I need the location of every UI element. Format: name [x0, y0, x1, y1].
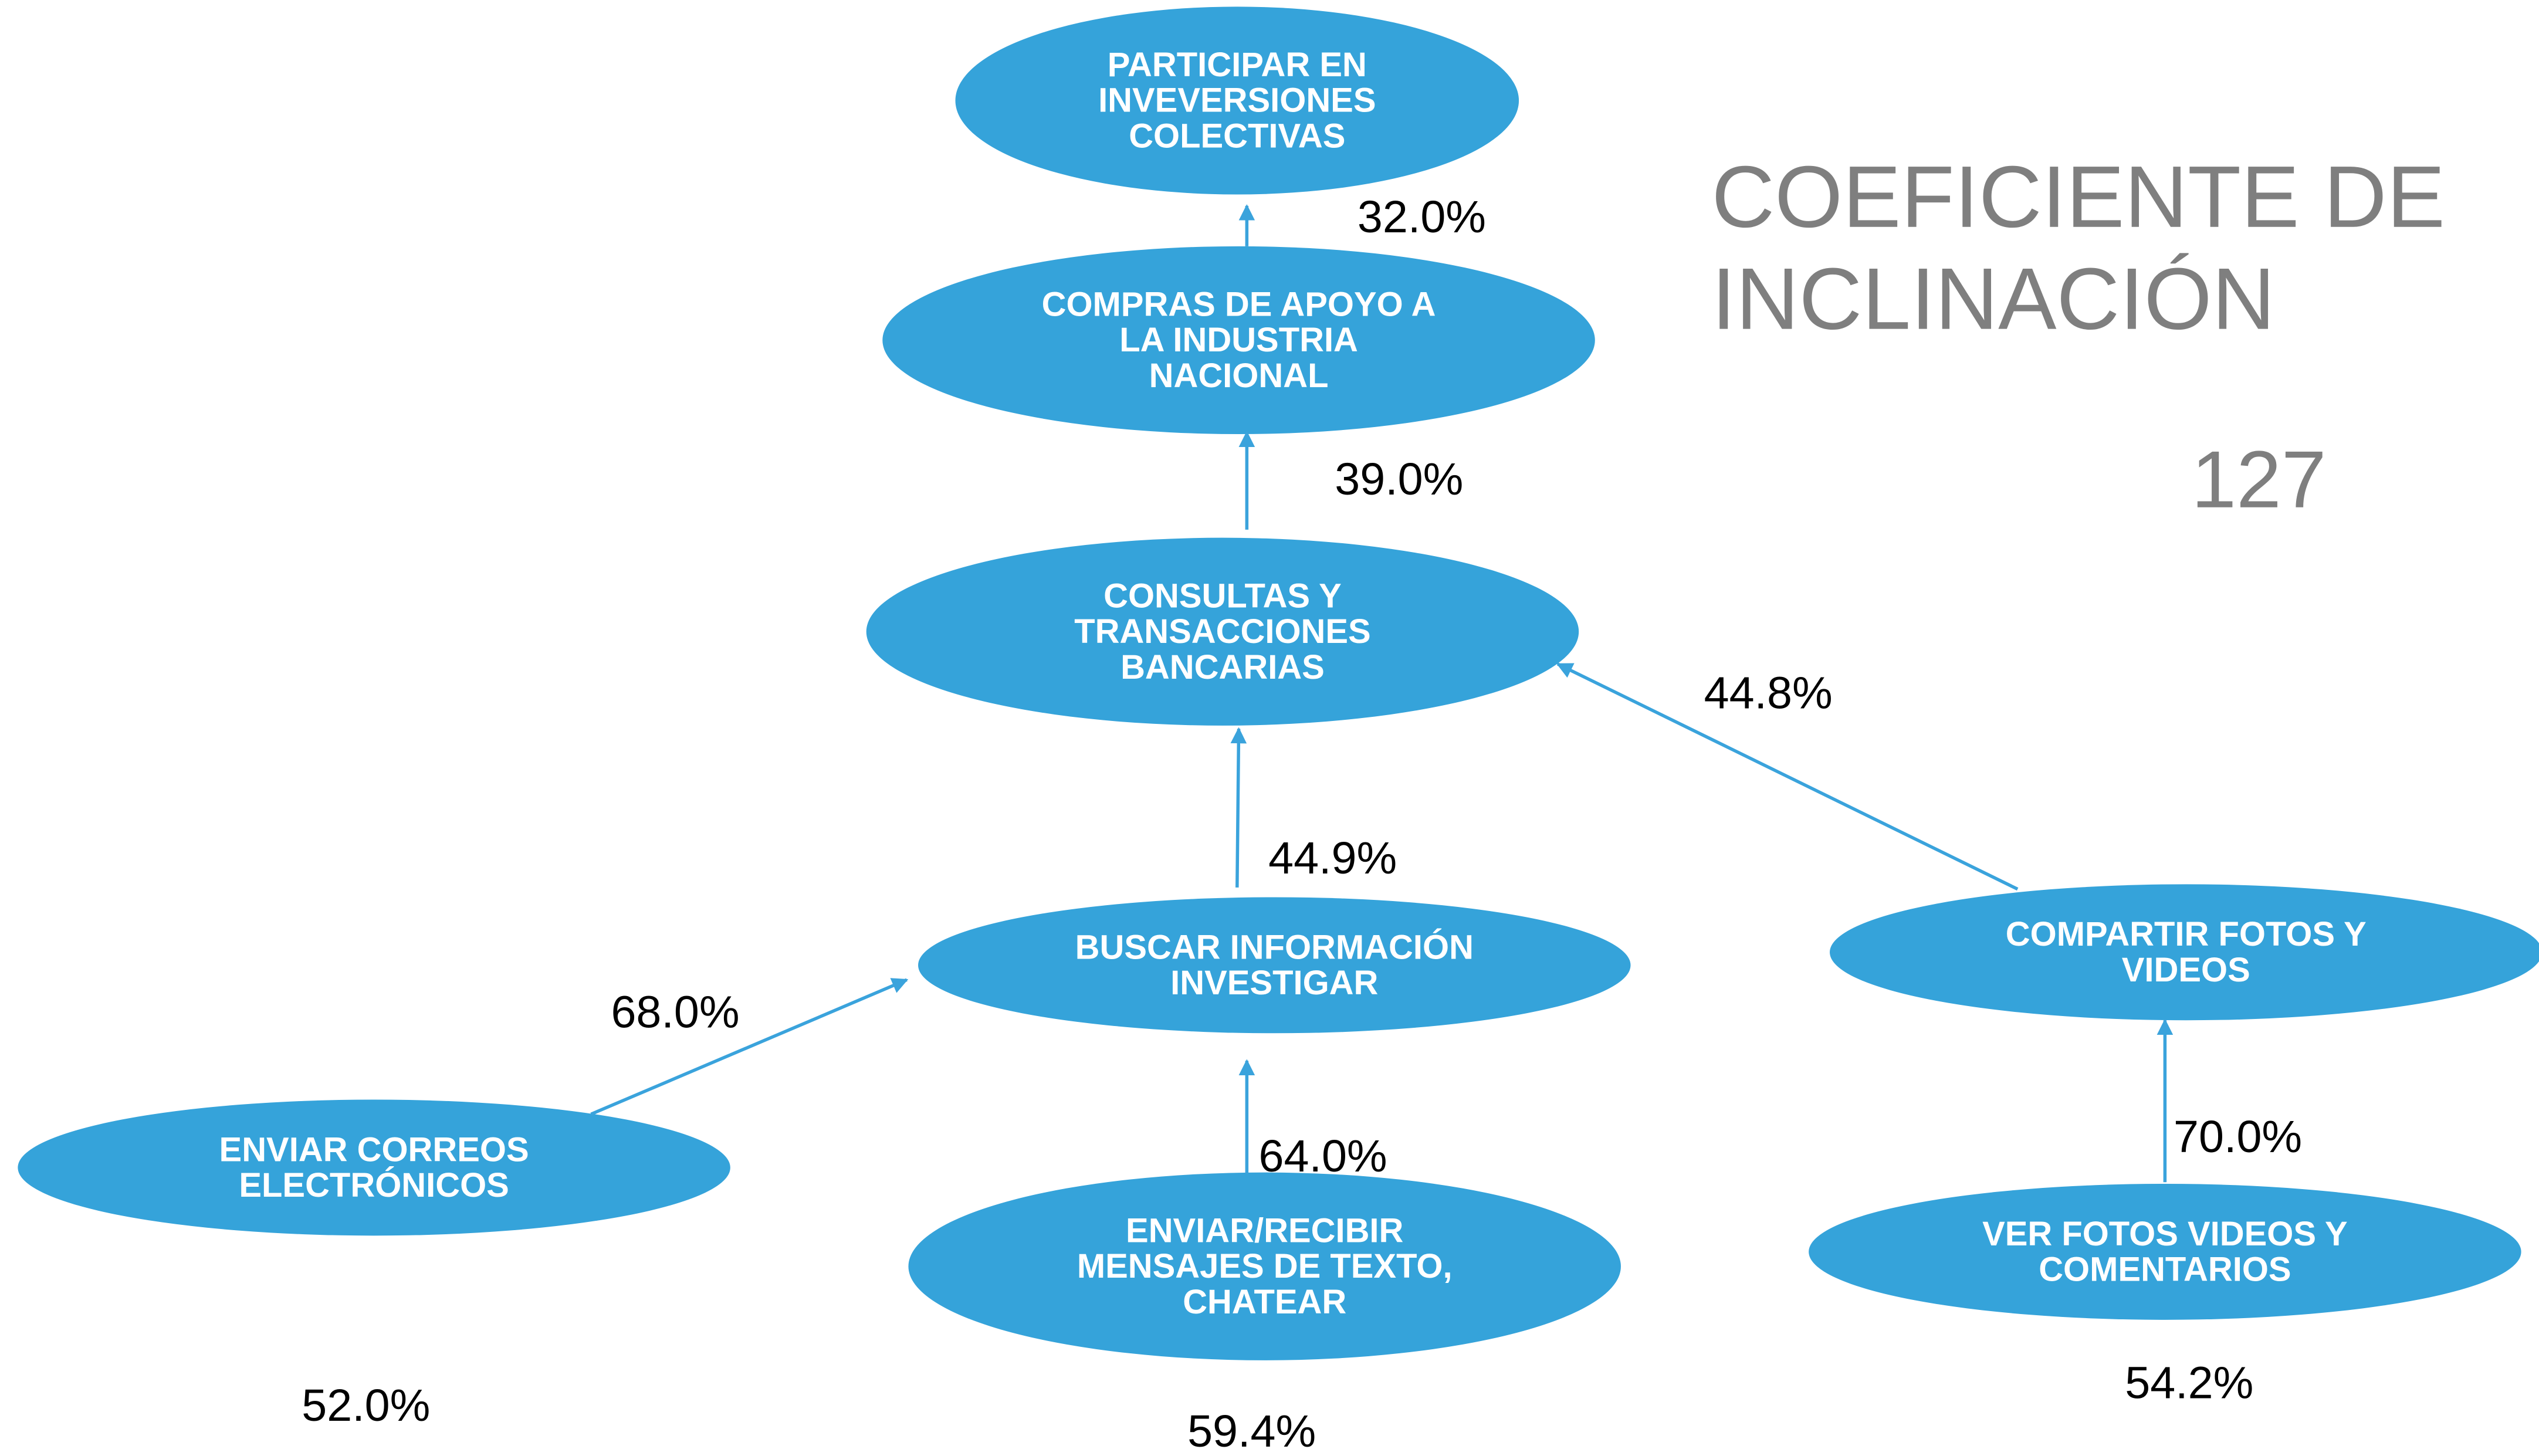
edge-label: 39.0% [1335, 454, 1463, 504]
node [1830, 884, 2539, 1021]
node-label: CHATEAR [1183, 1284, 1346, 1321]
node [1809, 1183, 2521, 1320]
node-label: BUSCAR INFORMACIÓN [1075, 929, 1474, 966]
edge-label: 68.0% [611, 987, 739, 1037]
node-label: VER FOTOS VIDEOS Y [1982, 1215, 2348, 1253]
node-percent: 52.0% [302, 1380, 430, 1431]
edge-label: 44.9% [1268, 833, 1397, 883]
edge [590, 978, 909, 1116]
node-label: INVESTIGAR [1170, 964, 1378, 1002]
node [882, 246, 1595, 435]
node-label: INVEVERSIONES [1098, 82, 1376, 120]
title-line: COEFICIENTE DE [1712, 148, 2445, 246]
node-label: LA INDUSTRIA [1119, 321, 1358, 359]
node-label: NACIONAL [1149, 357, 1329, 395]
coefficient-value: 127 [2191, 435, 2326, 525]
node [18, 1099, 730, 1236]
edge [1556, 662, 2019, 891]
node-label: ENVIAR/RECIBIR [1126, 1212, 1403, 1250]
node [908, 1172, 1621, 1360]
node-label: COMPRAS DE APOYO A [1042, 286, 1436, 324]
edge-label: 70.0% [2174, 1112, 2302, 1162]
node-label: PARTICIPAR EN [1108, 46, 1367, 84]
node-label: ENVIAR CORREOS [219, 1131, 529, 1169]
node-label: COMPARTIR FOTOS Y [2006, 916, 2367, 953]
node-label: MENSAJES DE TEXTO, [1077, 1248, 1453, 1285]
node-label: COMENTARIOS [2039, 1251, 2291, 1289]
node-label: VIDEOS [2122, 952, 2250, 989]
node-label: COLECTIVAS [1129, 117, 1345, 155]
edge-label: 64.0% [1259, 1131, 1387, 1181]
node-label: TRANSACCIONES [1074, 613, 1371, 651]
node-percent: 59.4% [1187, 1406, 1316, 1456]
node-label: ELECTRÓNICOS [239, 1167, 509, 1204]
title-line: INCLINACIÓN [1712, 250, 2276, 348]
edge-label: 44.8% [1704, 668, 1833, 719]
node [918, 897, 1631, 1034]
node-label: CONSULTAS Y [1103, 577, 1342, 615]
node [955, 6, 1519, 195]
edge [1230, 727, 1247, 888]
node-percent: 54.2% [2125, 1357, 2253, 1408]
edge-label: 32.0% [1357, 192, 1486, 242]
node [866, 537, 1579, 726]
node-label: BANCARIAS [1120, 649, 1325, 686]
